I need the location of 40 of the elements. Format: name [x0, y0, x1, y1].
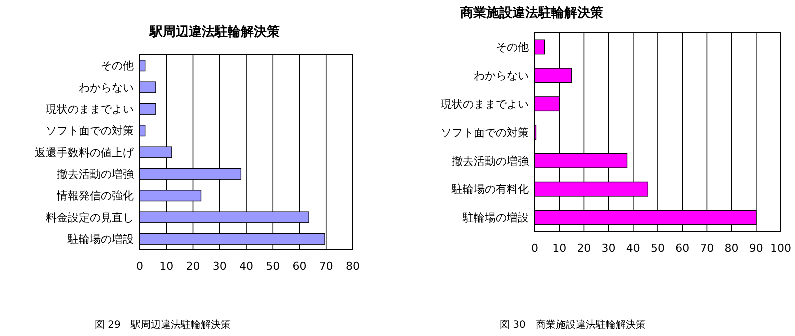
y-tick-label: 料金設定の見直し [46, 211, 134, 224]
x-tick-label: 90 [749, 242, 764, 255]
x-tick-label: 10 [552, 242, 567, 255]
x-tick-label: 50 [266, 260, 280, 273]
x-tick-label: 70 [319, 260, 334, 273]
x-tick-label: 20 [577, 242, 592, 255]
y-tick-label: 駐輪場の有料化 [451, 183, 529, 196]
x-tick-label: 40 [240, 260, 254, 273]
y-tick-label: 情報発信の強化 [56, 190, 134, 203]
x-tick-label: 10 [160, 260, 174, 273]
x-tick-label: 30 [212, 260, 227, 273]
y-tick-label: 現状のままでよい [46, 103, 134, 116]
x-tick-label: 0 [532, 242, 538, 255]
x-tick-label: 0 [136, 260, 144, 273]
x-tick-label: 30 [602, 242, 616, 255]
y-tick-label: わからない [79, 81, 134, 94]
y-tick-label: その他 [101, 60, 134, 73]
y-tick-label: 駐輪場の増設 [462, 212, 529, 225]
x-tick-label: 100 [770, 242, 792, 255]
y-tick-label: 駐輪場の増設 [67, 233, 134, 246]
y-tick-label: 撤去活動の増強 [452, 154, 529, 168]
x-tick-label: 50 [651, 242, 665, 255]
y-tick-label: その他 [496, 41, 529, 54]
x-tick-label: 80 [346, 260, 360, 273]
chart-title: 商業施設違法駐輪解決策 [460, 5, 604, 21]
x-tick-label: 70 [700, 242, 714, 255]
y-tick-label: ソフト面での対策 [441, 126, 529, 140]
y-tick-label: 返還手数料の値上げ [35, 146, 135, 160]
x-tick-label: 60 [676, 242, 690, 255]
caption: 図 30 商業施設違法駐輪解決策 [500, 319, 646, 331]
y-tick-label: 現状のままでよい [441, 98, 529, 111]
caption: 図 29 駅周辺違法駐輪解決策 [95, 319, 231, 331]
y-tick-label: 撤去活動の増強 [57, 168, 134, 182]
chart-title: 駅周辺違法駐輪解決策 [149, 24, 281, 40]
y-tick-label: ソフト面での対策 [46, 124, 134, 138]
x-tick-label: 60 [292, 260, 307, 273]
x-tick-label: 40 [626, 242, 640, 255]
x-tick-label: 20 [186, 260, 200, 273]
x-tick-label: 80 [724, 242, 739, 255]
y-tick-label: わからない [474, 69, 529, 82]
